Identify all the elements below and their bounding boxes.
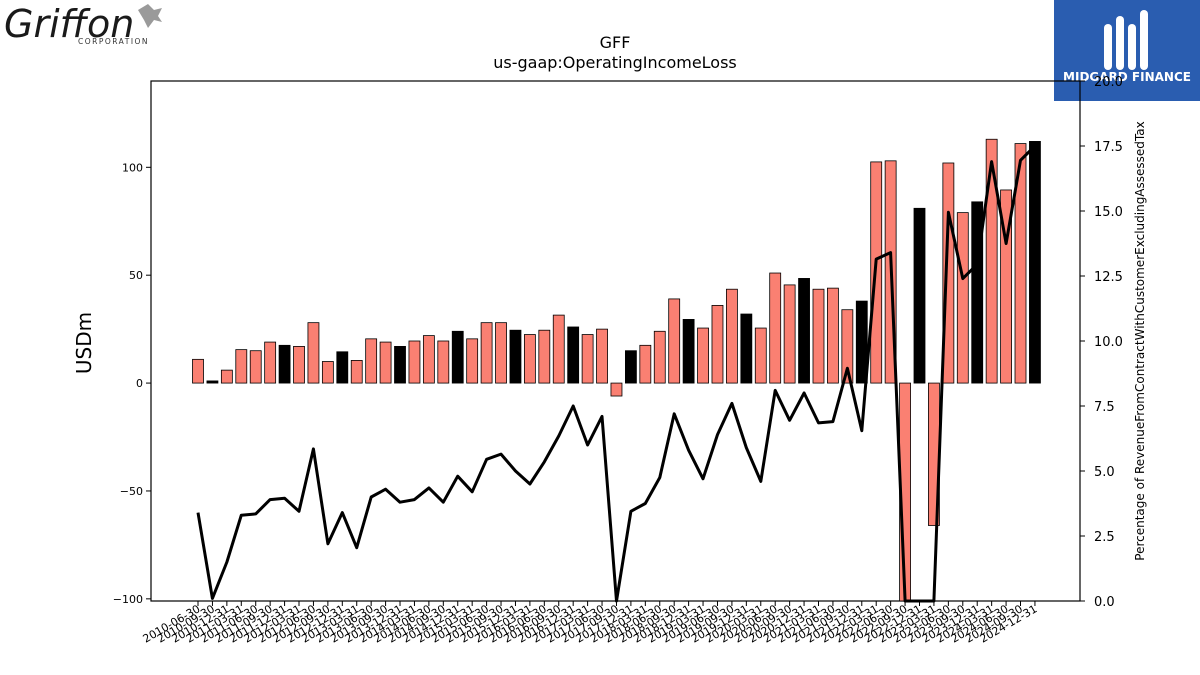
- bar: [581, 334, 594, 384]
- bar: [697, 327, 709, 384]
- bar: [653, 330, 666, 384]
- bar: [480, 322, 493, 384]
- bar: [379, 341, 392, 384]
- bar: [538, 329, 551, 384]
- y2-axis-label: Percentage of RevenueFromContractWithCus…: [1133, 121, 1147, 560]
- bar: [422, 335, 435, 384]
- bar: [855, 300, 868, 384]
- griffon-logo: Griffon CORPORATION: [4, 2, 162, 46]
- chart-subtitle: us-gaap:OperatingIncomeLoss: [493, 53, 737, 72]
- midgard-finance-logo: MIDGARD FINANCE: [1054, 0, 1200, 101]
- bar: [336, 351, 349, 384]
- bar: [192, 358, 204, 384]
- midgard-logo-text: MIDGARD FINANCE: [1063, 70, 1191, 84]
- y-axis-label: USDm: [72, 312, 96, 374]
- bar: [639, 344, 652, 384]
- bar: [509, 329, 522, 384]
- bar: [293, 345, 305, 384]
- bar: [682, 319, 695, 384]
- bar: [841, 309, 854, 384]
- bar: [1029, 141, 1041, 384]
- bar: [668, 298, 681, 384]
- bar: [942, 162, 955, 384]
- bar: [798, 278, 810, 384]
- bar: [278, 344, 291, 384]
- bar: [495, 322, 507, 384]
- griffon-emblem-icon: [138, 4, 162, 28]
- bar: [610, 382, 623, 397]
- bar: [726, 288, 738, 384]
- plot-frame: [150, 80, 1081, 602]
- bar: [769, 272, 782, 384]
- y2-tick-label: 17.5: [1094, 140, 1123, 155]
- bar: [754, 327, 767, 384]
- bar: [249, 350, 262, 384]
- y2-tick-label: 15.0: [1094, 205, 1123, 220]
- bar: [812, 288, 825, 384]
- y-tick-label: −50: [120, 485, 143, 498]
- y2-tick-label: 5.0: [1094, 465, 1115, 480]
- bar: [552, 314, 565, 384]
- chart-title: GFF: [600, 33, 631, 52]
- bar: [408, 340, 421, 384]
- bar: [956, 212, 969, 384]
- griffon-logo-subtext: CORPORATION: [78, 37, 149, 46]
- bar: [913, 207, 926, 384]
- bar: [220, 369, 233, 384]
- bar: [596, 328, 608, 384]
- bar: [971, 201, 984, 384]
- bar: [523, 334, 536, 384]
- bar: [711, 304, 724, 384]
- bar: [1000, 189, 1012, 384]
- bar: [206, 380, 219, 384]
- bar: [625, 350, 637, 384]
- bar: [350, 360, 363, 384]
- bar: [567, 326, 580, 384]
- y2-tick-label: 12.5: [1094, 270, 1123, 285]
- y-tick-label: 0: [136, 377, 143, 390]
- plot-area: −100 −50 0 50 100 0.0 2.5 5.0 7.5 10.0 12.5 15.0 17.…: [113, 75, 1123, 646]
- bar: [985, 138, 998, 384]
- bar: [264, 341, 277, 384]
- y-tick-label: −100: [113, 593, 143, 606]
- bar: [437, 340, 450, 384]
- bar: [827, 287, 839, 384]
- y2-tick-label: 10.0: [1094, 335, 1123, 350]
- y2-tick-label: 0.0: [1094, 595, 1115, 610]
- bar: [394, 345, 406, 384]
- griffon-logo-text: Griffon: [4, 2, 134, 46]
- bar: [321, 361, 334, 384]
- bar: [451, 330, 464, 384]
- bar: [783, 284, 796, 384]
- y2-tick-label: 7.5: [1094, 400, 1115, 415]
- bar: [307, 322, 320, 384]
- bar: [466, 338, 479, 384]
- y-tick-label: 100: [122, 161, 143, 174]
- y2-tick-label: 2.5: [1094, 530, 1115, 545]
- bar: [1014, 143, 1027, 384]
- bar: [365, 338, 378, 384]
- midgard-emblem-icon: [1104, 10, 1148, 70]
- y-tick-label: 50: [129, 269, 143, 282]
- bar: [740, 313, 753, 384]
- bar: [235, 349, 248, 384]
- y2-tick-label: 20.0: [1094, 75, 1123, 90]
